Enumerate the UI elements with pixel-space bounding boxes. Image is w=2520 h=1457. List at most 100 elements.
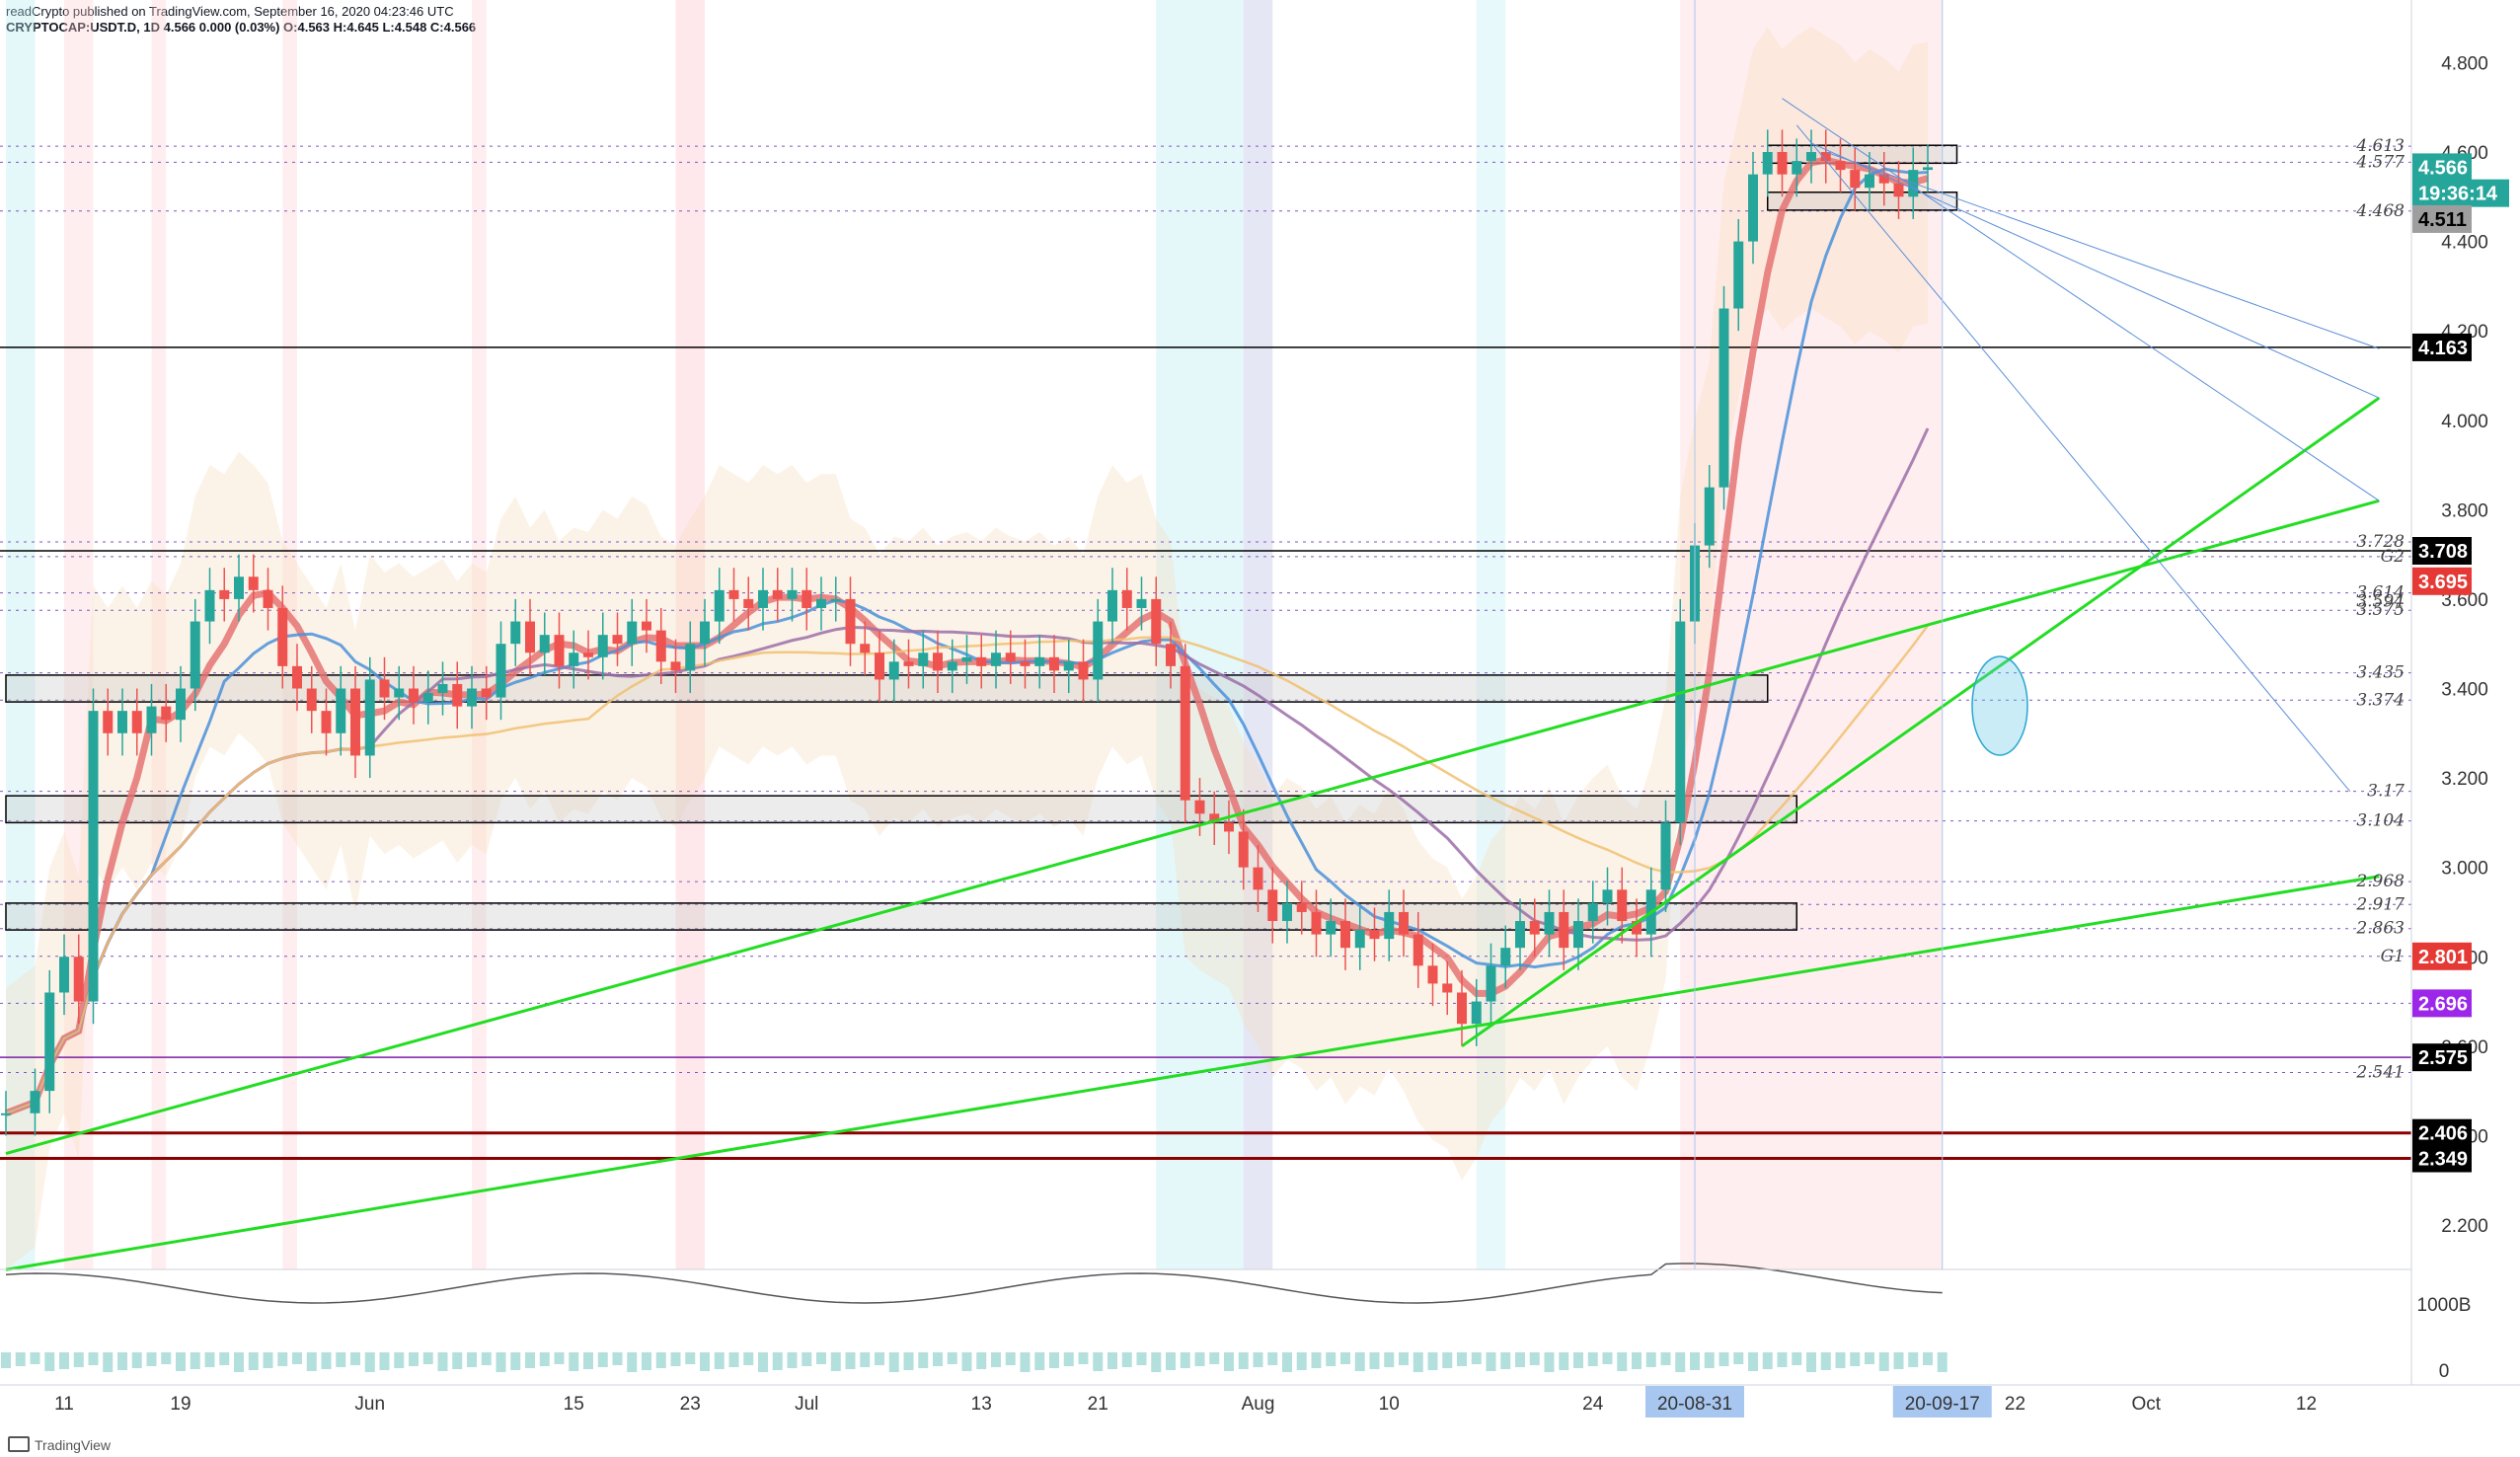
volume-bar xyxy=(933,1352,943,1366)
volume-bar xyxy=(1209,1352,1220,1364)
price-zones xyxy=(5,144,1958,931)
candle-body xyxy=(772,589,783,599)
level-label: 2.917 xyxy=(2355,894,2405,914)
candle-body xyxy=(394,688,405,698)
price-tag-bg xyxy=(2412,1144,2472,1173)
candle-body xyxy=(1136,598,1147,608)
candle-body xyxy=(933,652,943,671)
candle-body xyxy=(1384,911,1395,940)
price-tag: 3.708 xyxy=(2412,537,2472,566)
price-tag-bg xyxy=(2412,179,2509,207)
volume-bar xyxy=(1908,1352,1919,1367)
candle-body xyxy=(597,635,608,657)
volume-bar xyxy=(176,1352,186,1371)
volume-bar xyxy=(364,1352,375,1372)
brand-label: TradingView xyxy=(35,1437,112,1453)
candle-body xyxy=(991,652,1001,666)
volume-bar xyxy=(875,1352,884,1365)
candle-body xyxy=(1078,661,1089,680)
candle-body xyxy=(292,665,302,689)
candle-body xyxy=(190,621,200,689)
candle-body xyxy=(888,661,899,680)
price-tag-bg xyxy=(2412,204,2472,233)
volume-bar xyxy=(685,1352,696,1364)
price-tag-bg xyxy=(2412,333,2472,361)
candle-body xyxy=(612,635,623,645)
price-tag-bg xyxy=(2412,153,2472,182)
volume-bar xyxy=(1587,1352,1598,1366)
volume-bar xyxy=(1500,1352,1511,1369)
volume-bar xyxy=(1442,1352,1453,1368)
time-tick: Oct xyxy=(2131,1394,2161,1415)
time-tick: 23 xyxy=(680,1394,701,1415)
candle-body xyxy=(961,656,972,662)
volume-bar xyxy=(1675,1352,1686,1372)
volume-bar xyxy=(787,1352,798,1368)
candle-body xyxy=(131,711,142,733)
candle-body xyxy=(510,621,521,645)
candle-body xyxy=(146,706,157,733)
candle-body xyxy=(1865,174,1874,189)
volume-bar xyxy=(1690,1352,1700,1370)
price-tick: 4.400 xyxy=(2441,233,2488,254)
volume-bar xyxy=(670,1352,681,1366)
candle-body xyxy=(59,957,69,993)
volume-bar xyxy=(204,1352,215,1367)
candle-body xyxy=(1020,661,1031,666)
price-tag: 4.566 xyxy=(2412,153,2472,182)
volume-bar xyxy=(816,1352,826,1364)
volume-bar xyxy=(1718,1352,1729,1366)
time-highlight: 20-09-17 xyxy=(1892,1386,1992,1418)
volume-bar xyxy=(1354,1352,1365,1371)
candle-body xyxy=(44,992,55,1092)
candle-body xyxy=(670,661,681,671)
volume-bar xyxy=(1063,1352,1074,1366)
level-label: 3.374 xyxy=(2356,690,2405,710)
candle-body xyxy=(1660,822,1671,890)
volume-bar xyxy=(772,1352,783,1370)
candle-body xyxy=(1733,241,1744,309)
level-label: 2.863 xyxy=(2355,919,2405,939)
price-tick: 3.400 xyxy=(2441,680,2488,701)
volume-bar xyxy=(1573,1352,1583,1368)
price-tag: 2.406 xyxy=(2412,1118,2472,1147)
price-tick: 2.200 xyxy=(2441,1216,2488,1237)
volume-bar xyxy=(248,1352,259,1370)
session-band xyxy=(1243,0,1273,1269)
candle-body xyxy=(1224,822,1234,832)
volume-bar xyxy=(655,1352,666,1368)
price-tag-label: 19:36:14 xyxy=(2418,184,2498,205)
volume-bar xyxy=(1413,1352,1423,1372)
candle-body xyxy=(845,598,856,645)
candle-body xyxy=(263,589,273,608)
time-tick: 10 xyxy=(1379,1394,1400,1415)
candle-body xyxy=(830,598,841,601)
candle-body xyxy=(277,607,288,666)
volume-bar xyxy=(1748,1352,1758,1371)
volume-bar xyxy=(743,1352,754,1365)
target-ellipse xyxy=(1971,655,2028,756)
candle-body xyxy=(1878,174,1889,184)
candle-body xyxy=(1632,921,1642,935)
volume-bar xyxy=(1835,1352,1846,1368)
volume-bar xyxy=(830,1352,841,1371)
candle-body xyxy=(1486,965,1496,1002)
volume-bar xyxy=(554,1352,565,1364)
candle-body xyxy=(758,589,768,608)
volume-bar xyxy=(1282,1352,1292,1372)
candle-body xyxy=(1282,902,1292,922)
candle-body xyxy=(1850,170,1861,189)
volume-bar xyxy=(234,1352,244,1372)
volume-bar xyxy=(1224,1352,1234,1371)
volume-bar xyxy=(88,1352,99,1365)
level-label: 3.104 xyxy=(2356,811,2405,831)
trendline xyxy=(1461,396,2381,1048)
volume-bar xyxy=(1311,1352,1322,1368)
volume-bar xyxy=(961,1352,972,1371)
volume-bar xyxy=(903,1352,914,1370)
price-tag-bg xyxy=(2412,537,2472,566)
level-label: 3.17 xyxy=(2367,782,2405,802)
price-tag-bg xyxy=(2412,989,2472,1018)
oscillator-tick: 1000B xyxy=(2417,1295,2472,1316)
